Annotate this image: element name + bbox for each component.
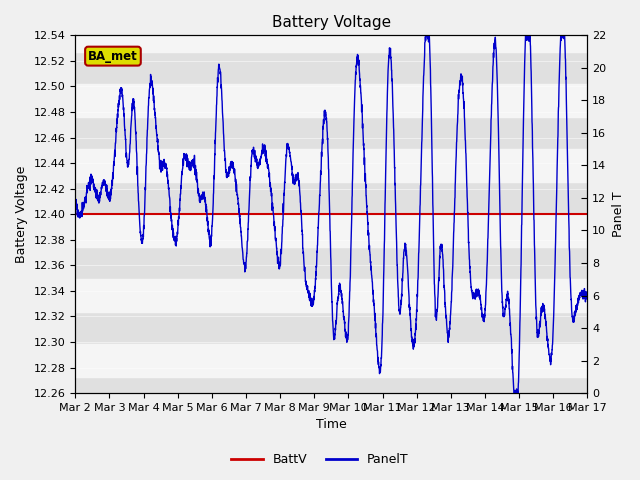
Bar [76, 214, 588, 247]
Legend: BattV, PanelT: BattV, PanelT [227, 448, 413, 471]
Bar [76, 84, 588, 117]
Bar [76, 279, 588, 312]
Text: BA_met: BA_met [88, 49, 138, 63]
Bar [76, 19, 588, 51]
Bar [76, 149, 588, 182]
Bar [76, 344, 588, 377]
Title: Battery Voltage: Battery Voltage [272, 15, 391, 30]
X-axis label: Time: Time [316, 419, 347, 432]
Y-axis label: Battery Voltage: Battery Voltage [15, 166, 28, 263]
Y-axis label: Panel T: Panel T [612, 192, 625, 237]
